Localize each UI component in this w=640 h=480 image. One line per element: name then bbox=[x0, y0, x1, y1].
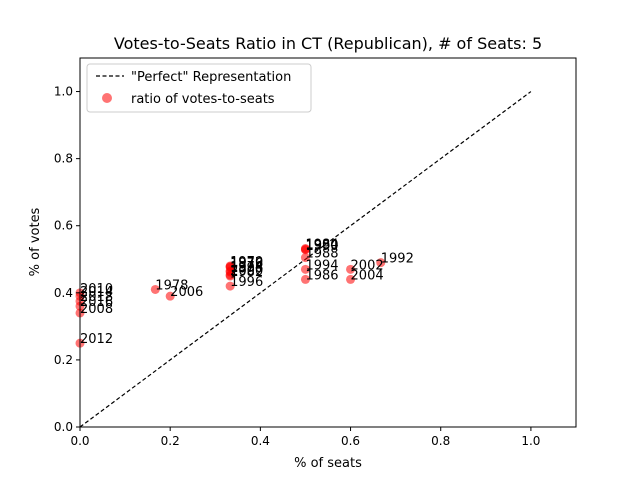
x-axis-ticks: 0.0 0.2 0.4 0.6 0.8 1.0 bbox=[70, 427, 540, 448]
point-label-1974: 1974 bbox=[230, 260, 263, 275]
y-tick-label: 0.4 bbox=[54, 286, 73, 300]
legend-box bbox=[86, 63, 312, 113]
chart-title: Votes-to-Seats Ratio in CT (Republican),… bbox=[114, 34, 542, 53]
point-label-1970: 1970 bbox=[230, 255, 263, 270]
point-label-1980: 1980 bbox=[305, 238, 338, 253]
x-tick-label: 0.4 bbox=[251, 434, 270, 448]
point-label-1988: 1988 bbox=[305, 247, 338, 262]
point-label-1992: 1992 bbox=[381, 252, 414, 267]
point-label-2002: 2002 bbox=[351, 258, 384, 273]
data-point-2004 bbox=[346, 274, 356, 284]
data-point-1996 bbox=[225, 281, 235, 291]
point-label-1996: 1996 bbox=[230, 275, 263, 290]
point-label-1972: 1972 bbox=[230, 256, 263, 271]
point-label-1986: 1986 bbox=[305, 268, 338, 283]
data-point-1992 bbox=[376, 258, 386, 268]
point-label-2008: 2008 bbox=[80, 302, 113, 317]
y-axis-ticks: 0.0 0.2 0.4 0.6 0.8 1.0 bbox=[54, 85, 80, 434]
point-label-2006: 2006 bbox=[170, 285, 203, 300]
x-axis-label: % of seats bbox=[294, 456, 362, 471]
plot-frame bbox=[79, 57, 577, 428]
point-label-2010: 2010 bbox=[80, 282, 113, 297]
point-label-2012: 2012 bbox=[80, 332, 113, 347]
y-tick-label: 0.8 bbox=[54, 152, 73, 166]
x-tick-label: 1.0 bbox=[521, 434, 540, 448]
legend-entry-perfect: "Perfect" Representation bbox=[131, 70, 291, 85]
point-label-1990: 1990 bbox=[305, 239, 338, 254]
x-tick-label: 0.0 bbox=[70, 434, 89, 448]
point-label-1982: 1982 bbox=[230, 265, 263, 280]
data-point-1986 bbox=[300, 274, 310, 284]
x-tick-label: 0.6 bbox=[341, 434, 360, 448]
data-point-1990 bbox=[300, 245, 310, 255]
y-tick-label: 1.0 bbox=[54, 85, 73, 99]
data-point-1988 bbox=[300, 253, 310, 263]
point-label-1994: 1994 bbox=[305, 258, 338, 273]
data-point-1978 bbox=[150, 284, 160, 294]
point-label-2014: 2014 bbox=[80, 285, 113, 300]
point-label-2000: 2000 bbox=[230, 264, 263, 279]
point-label-1976: 1976 bbox=[230, 256, 263, 271]
y-axis-label: % of votes bbox=[28, 207, 43, 276]
point-label-2004: 2004 bbox=[351, 268, 384, 283]
x-tick-label: 0.2 bbox=[161, 434, 180, 448]
data-point-2006 bbox=[165, 291, 175, 301]
y-tick-label: 0.0 bbox=[54, 420, 73, 434]
x-tick-label: 0.8 bbox=[431, 434, 450, 448]
point-label-2016: 2016 bbox=[80, 295, 113, 310]
data-point-2000 bbox=[225, 270, 235, 280]
point-label-1978: 1978 bbox=[155, 278, 188, 293]
y-tick-label: 0.2 bbox=[54, 353, 73, 367]
data-point-1994 bbox=[300, 264, 310, 274]
point-label-1984: 1984 bbox=[305, 238, 338, 253]
y-tick-label: 0.6 bbox=[54, 219, 73, 233]
legend-marker-swatch bbox=[102, 93, 112, 103]
legend: "Perfect" Representation ratio of votes-… bbox=[86, 63, 312, 113]
point-label-1998: 1998 bbox=[230, 261, 263, 276]
legend-entry-ratio: ratio of votes-to-seats bbox=[131, 92, 275, 107]
data-point-2002 bbox=[346, 264, 356, 274]
point-label-2018: 2018 bbox=[80, 290, 113, 305]
